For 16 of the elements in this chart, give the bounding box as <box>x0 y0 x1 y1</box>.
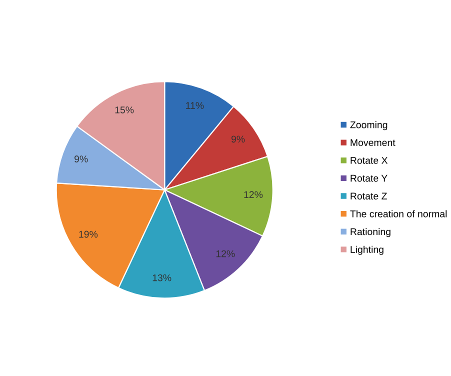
legend-label: Lighting <box>350 246 384 255</box>
legend-label: Rationing <box>350 228 390 238</box>
legend-label: Rotate Y <box>350 174 388 182</box>
data-label: 12% <box>216 250 235 258</box>
data-label: 9% <box>231 136 245 143</box>
legend-label: Movement <box>350 139 396 146</box>
data-label: 13% <box>152 274 172 282</box>
data-label: 19% <box>79 230 98 238</box>
data-label: 11% <box>186 102 204 109</box>
legend-label: Rotate X <box>350 157 388 164</box>
data-label: 9% <box>74 156 88 162</box>
legend-label: The creation of normal <box>350 210 447 218</box>
legend-label: Zooming <box>350 121 388 130</box>
legend-label: Rotate Z <box>350 192 387 200</box>
data-label: 12% <box>244 191 263 198</box>
data-label: 15% <box>115 106 134 114</box>
